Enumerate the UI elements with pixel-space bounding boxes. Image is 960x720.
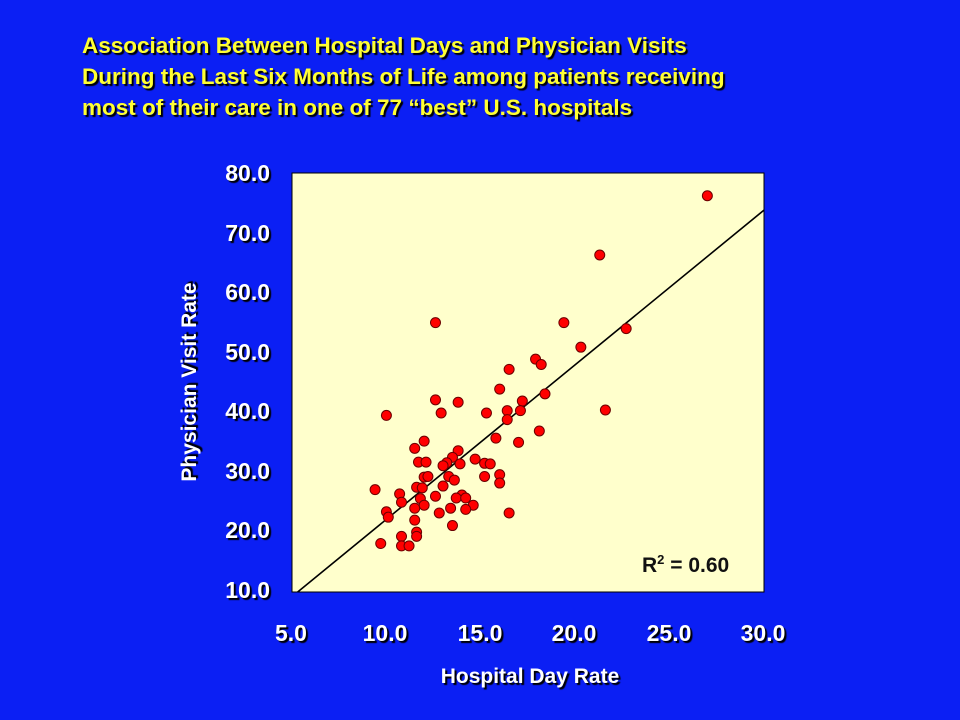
title-line-1: Association Between Hospital Days and Ph… [82,33,687,58]
data-point [435,407,447,419]
points-group [369,190,713,552]
r2-prefix: R [642,554,658,577]
title-line-3: most of their care in one of 77 “best” U… [82,95,633,120]
data-point [513,436,525,448]
data-point [448,474,460,486]
data-point [418,435,430,447]
data-point [494,477,506,489]
data-point [479,470,491,482]
data-point [490,432,502,444]
data-point [460,503,472,515]
data-point [480,407,492,419]
data-point [445,502,457,514]
plot-area [291,172,765,593]
data-point [437,480,449,492]
data-point [450,492,462,504]
x-tick-label: 5.0 [275,620,307,646]
data-point [558,317,570,329]
y-tick-label: 30.0 [225,458,270,484]
trendline [297,209,765,593]
y-tick-label: 20.0 [225,517,270,543]
chart-title: Association Between Hospital Days and Ph… [82,30,902,123]
data-point [514,405,526,417]
data-point [701,190,713,202]
x-tick-label: 10.0 [362,620,408,646]
x-tick-label: 15.0 [457,620,503,646]
y-tick-label: 10.0 [225,577,270,603]
data-point [409,502,421,514]
x-tick-label: 30.0 [740,620,786,646]
data-point [418,499,430,511]
data-point [429,394,441,406]
data-point [501,414,513,426]
data-point [484,458,496,470]
y-tick-label: 40.0 [225,398,270,424]
data-point [396,530,408,542]
data-point [429,317,441,329]
data-point [533,425,545,437]
r2-superscript: 2 [657,552,665,567]
title-line-2: During the Last Six Months of Life among… [82,64,725,89]
x-tick-label: 20.0 [551,620,597,646]
y-tick-label: 50.0 [225,339,270,365]
y-tick-label: 80.0 [225,160,270,186]
r-squared-annotation: R2 = 0.60 [642,552,729,578]
data-point [452,396,464,408]
data-point [469,453,481,465]
data-point [411,530,423,542]
data-point [446,520,458,532]
data-point [369,484,381,496]
data-point [460,492,472,504]
data-point [503,507,515,519]
data-point [429,490,441,502]
y-tick-label: 70.0 [225,220,270,246]
data-point [535,359,547,371]
data-point [409,514,421,526]
data-point [396,496,408,508]
data-point [516,395,528,407]
data-point [620,323,632,335]
data-point [594,249,606,261]
data-point [420,456,432,468]
data-point [599,404,611,416]
data-point [575,341,587,353]
y-tick-label: 60.0 [225,279,270,305]
x-tick-label: 25.0 [646,620,692,646]
data-point [494,383,506,395]
data-point [416,482,428,494]
data-point [503,363,515,375]
x-axis-label: Hospital Day Rate [440,665,620,688]
r2-value: = 0.60 [664,554,730,577]
data-point [433,507,445,519]
data-point [422,470,434,482]
y-axis-label: Physician Visit Rate [178,282,201,482]
data-point [403,540,415,552]
data-point [539,388,551,400]
data-point [382,511,394,523]
trendline-group [297,209,765,593]
data-point [437,460,449,472]
data-point [454,458,466,470]
data-point [380,409,392,421]
data-point [409,442,421,454]
data-point [375,538,387,550]
